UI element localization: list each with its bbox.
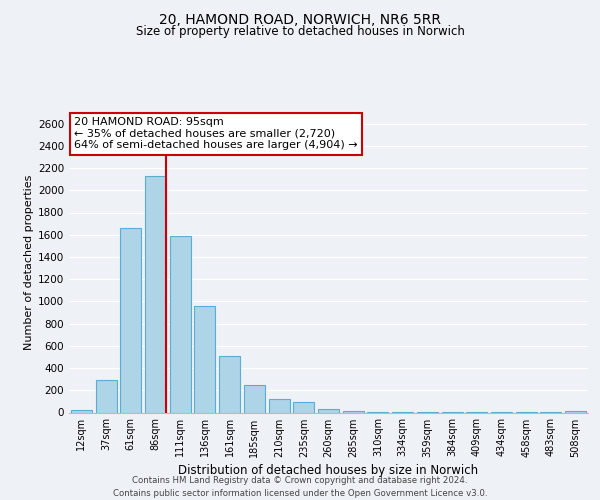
Bar [244, 384, 265, 412]
Bar [269, 399, 290, 412]
Bar [95, 380, 116, 412]
Text: Contains HM Land Registry data © Crown copyright and database right 2024.
Contai: Contains HM Land Registry data © Crown c… [113, 476, 487, 498]
Bar [565, 411, 586, 412]
Bar [219, 356, 240, 412]
Bar [293, 402, 314, 412]
Bar [145, 176, 166, 412]
Y-axis label: Number of detached properties: Number of detached properties [24, 175, 34, 350]
Bar [318, 408, 339, 412]
Text: 20 HAMOND ROAD: 95sqm
← 35% of detached houses are smaller (2,720)
64% of semi-d: 20 HAMOND ROAD: 95sqm ← 35% of detached … [74, 117, 358, 150]
Text: Size of property relative to detached houses in Norwich: Size of property relative to detached ho… [136, 25, 464, 38]
X-axis label: Distribution of detached houses by size in Norwich: Distribution of detached houses by size … [178, 464, 479, 476]
Text: 20, HAMOND ROAD, NORWICH, NR6 5RR: 20, HAMOND ROAD, NORWICH, NR6 5RR [159, 12, 441, 26]
Bar [120, 228, 141, 412]
Bar [194, 306, 215, 412]
Bar [170, 236, 191, 412]
Bar [71, 410, 92, 412]
